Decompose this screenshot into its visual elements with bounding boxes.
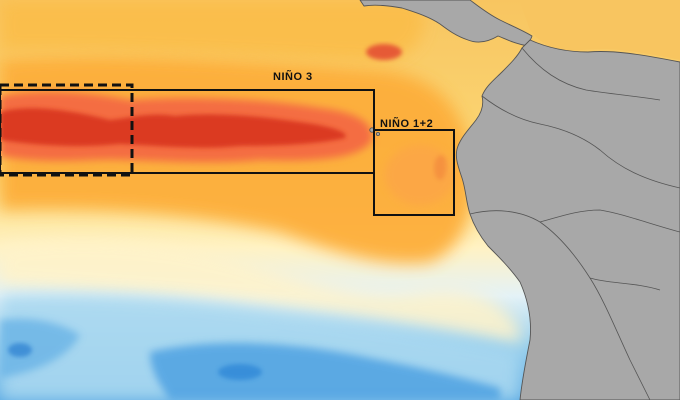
sst-anomaly-layer (0, 0, 520, 400)
nino-region-boxes (0, 83, 455, 216)
cool-anomaly-west (0, 318, 80, 378)
land-layer (359, 0, 680, 400)
warm-anomaly-darkred (0, 108, 346, 148)
nino12-warm-patch (385, 145, 455, 205)
cool-spot-2 (218, 364, 262, 380)
nino12-label: NIÑO 1+2 (380, 117, 433, 130)
country-borders (469, 47, 680, 400)
galapagos-island-2 (375, 131, 381, 137)
neutral-band (0, 239, 520, 345)
cool-spot-1 (8, 343, 32, 357)
central-america-land (359, 0, 533, 47)
caribbean-coast (520, 0, 680, 60)
south-america-land (455, 39, 680, 400)
nino34-region-box (0, 83, 134, 177)
gulf-hotspot (366, 44, 402, 60)
cool-anomaly-blue (150, 343, 500, 400)
nino12-region-box (373, 129, 455, 216)
warm-anomaly-north (0, 0, 424, 62)
nino3-label: NIÑO 3 (273, 70, 313, 83)
